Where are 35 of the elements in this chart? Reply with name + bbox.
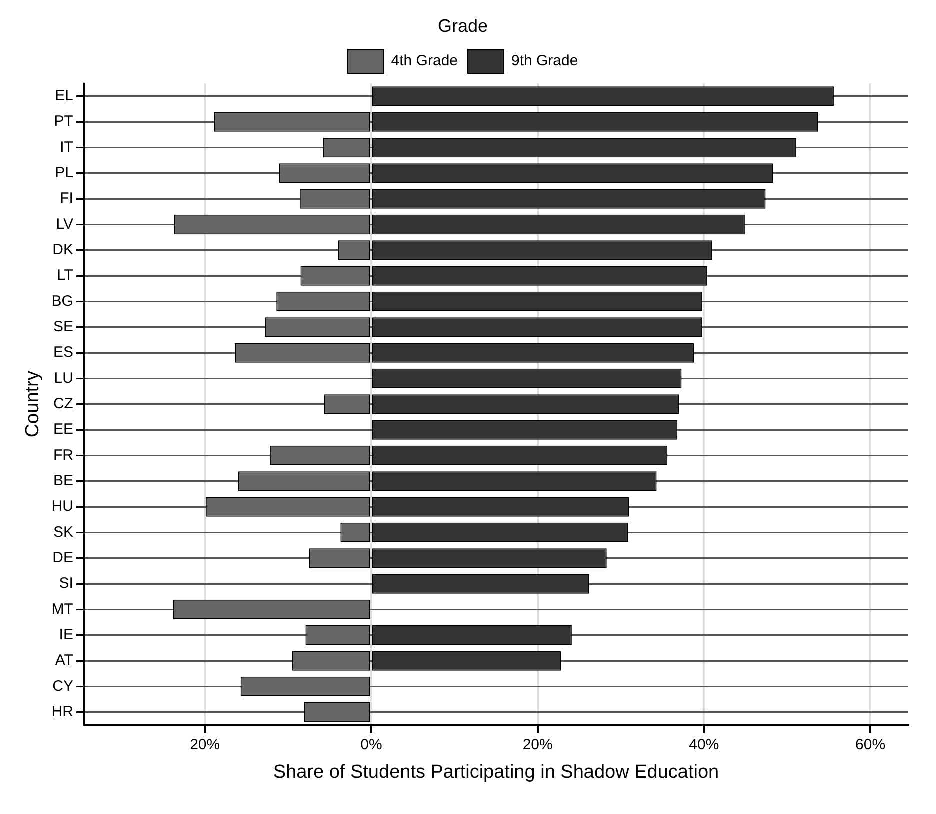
y-tick-label: LV	[56, 216, 74, 233]
y-tick-label: BG	[52, 292, 74, 310]
x-tick-label: 60%	[856, 736, 886, 754]
y-tick-label: LU	[54, 370, 74, 387]
y-tick-label: SI	[59, 575, 74, 592]
y-tick-label: PT	[54, 113, 74, 130]
y-tick-label: FR	[53, 446, 74, 464]
y-tick-label: SE	[53, 318, 74, 336]
y-tick-label: AT	[55, 652, 74, 670]
x-tick-label: 0%	[360, 736, 382, 754]
legend-label: 9th Grade	[512, 52, 578, 70]
y-tick-label: CZ	[53, 396, 74, 413]
y-tick-label: MT	[52, 600, 74, 618]
y-tick-label: DK	[52, 242, 74, 259]
legend-label: 4th Grade	[391, 52, 458, 70]
y-axis-title: Country	[22, 370, 44, 438]
y-tick-label: SK	[53, 524, 74, 541]
y-tick-label: DE	[52, 550, 74, 567]
y-tick-label: CY	[52, 678, 74, 695]
x-tick-label: 20%	[522, 736, 553, 754]
y-tick-label: IT	[60, 138, 74, 156]
x-tick-label: 20%	[190, 736, 220, 754]
y-tick-label: PL	[55, 164, 74, 182]
y-tick-label: HR	[52, 704, 74, 721]
y-tick-label: ES	[53, 344, 74, 362]
y-tick-label: EL	[55, 88, 74, 105]
y-tick-label: BE	[53, 472, 74, 490]
legend-title: Grade	[438, 16, 488, 36]
x-tick-label: 40%	[689, 736, 720, 754]
y-tick-label: HU	[52, 498, 74, 516]
y-tick-label: FI	[60, 190, 74, 208]
y-tick-label: EE	[53, 421, 74, 438]
y-tick-label: LT	[57, 267, 74, 284]
x-axis-title: Share of Students Participating in Shadow Education	[273, 762, 720, 783]
y-tick-label: IE	[59, 626, 74, 644]
